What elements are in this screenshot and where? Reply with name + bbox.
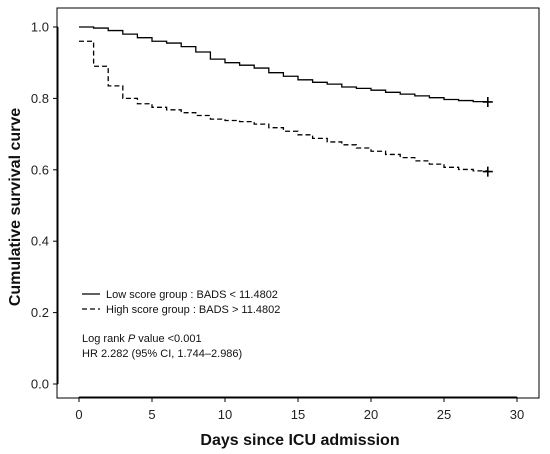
- legend: Low score group : BADS < 11.4802 High sco…: [82, 289, 280, 316]
- high-score-curve: [79, 40, 489, 172]
- y-tick-label: 0.4: [31, 234, 49, 249]
- x-tick-label: 15: [291, 407, 305, 422]
- y-tick-label: 0.8: [31, 91, 49, 106]
- axes: 0 5 10 15 20 25 30 0.0 0.2 0.4 0.6 0.8 1.0: [31, 20, 524, 423]
- legend-label: High score group : BADS > 11.4802: [106, 304, 280, 316]
- y-tick-label: 0.0: [31, 377, 49, 392]
- annotation-text: Log rank P value <0.001: [82, 333, 202, 345]
- annotation-part: Log rank: [82, 333, 128, 345]
- annotation-part: P: [128, 333, 136, 345]
- x-axis-title: Days since ICU admission: [200, 432, 399, 449]
- x-tick-label: 5: [148, 407, 155, 422]
- x-tick-label: 20: [364, 407, 378, 422]
- series-layer: [79, 26, 493, 177]
- x-tick-label: 0: [75, 407, 82, 422]
- y-tick-label: 0.6: [31, 162, 49, 177]
- x-tick-label: 10: [218, 407, 232, 422]
- y-tick-label: 1.0: [31, 20, 49, 35]
- y-tick-label: 0.2: [31, 305, 49, 320]
- censor-marker: [482, 96, 493, 107]
- x-tick-label: 25: [437, 407, 451, 422]
- annotation-text: HR 2.282 (95% CI, 1.744–2.986): [82, 348, 242, 360]
- x-tick-label: 30: [510, 407, 524, 422]
- annotation-part: value <0.001: [135, 333, 201, 345]
- censor-marker: [482, 166, 493, 177]
- y-axis-title: Cumulative survival curve: [7, 108, 24, 306]
- annotations: Log rank P value <0.001 HR 2.282 (95% CI,…: [82, 333, 242, 360]
- legend-label: Low score group : BADS < 11.4802: [106, 289, 278, 301]
- low-score-curve: [79, 26, 489, 103]
